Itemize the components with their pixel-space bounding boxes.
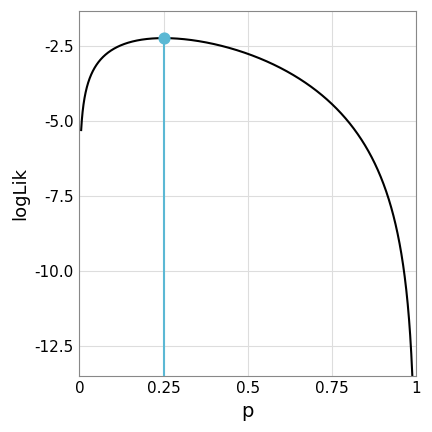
Point: [160, 35, 167, 41]
Y-axis label: logLik: logLik: [11, 167, 29, 220]
X-axis label: p: p: [241, 402, 254, 421]
